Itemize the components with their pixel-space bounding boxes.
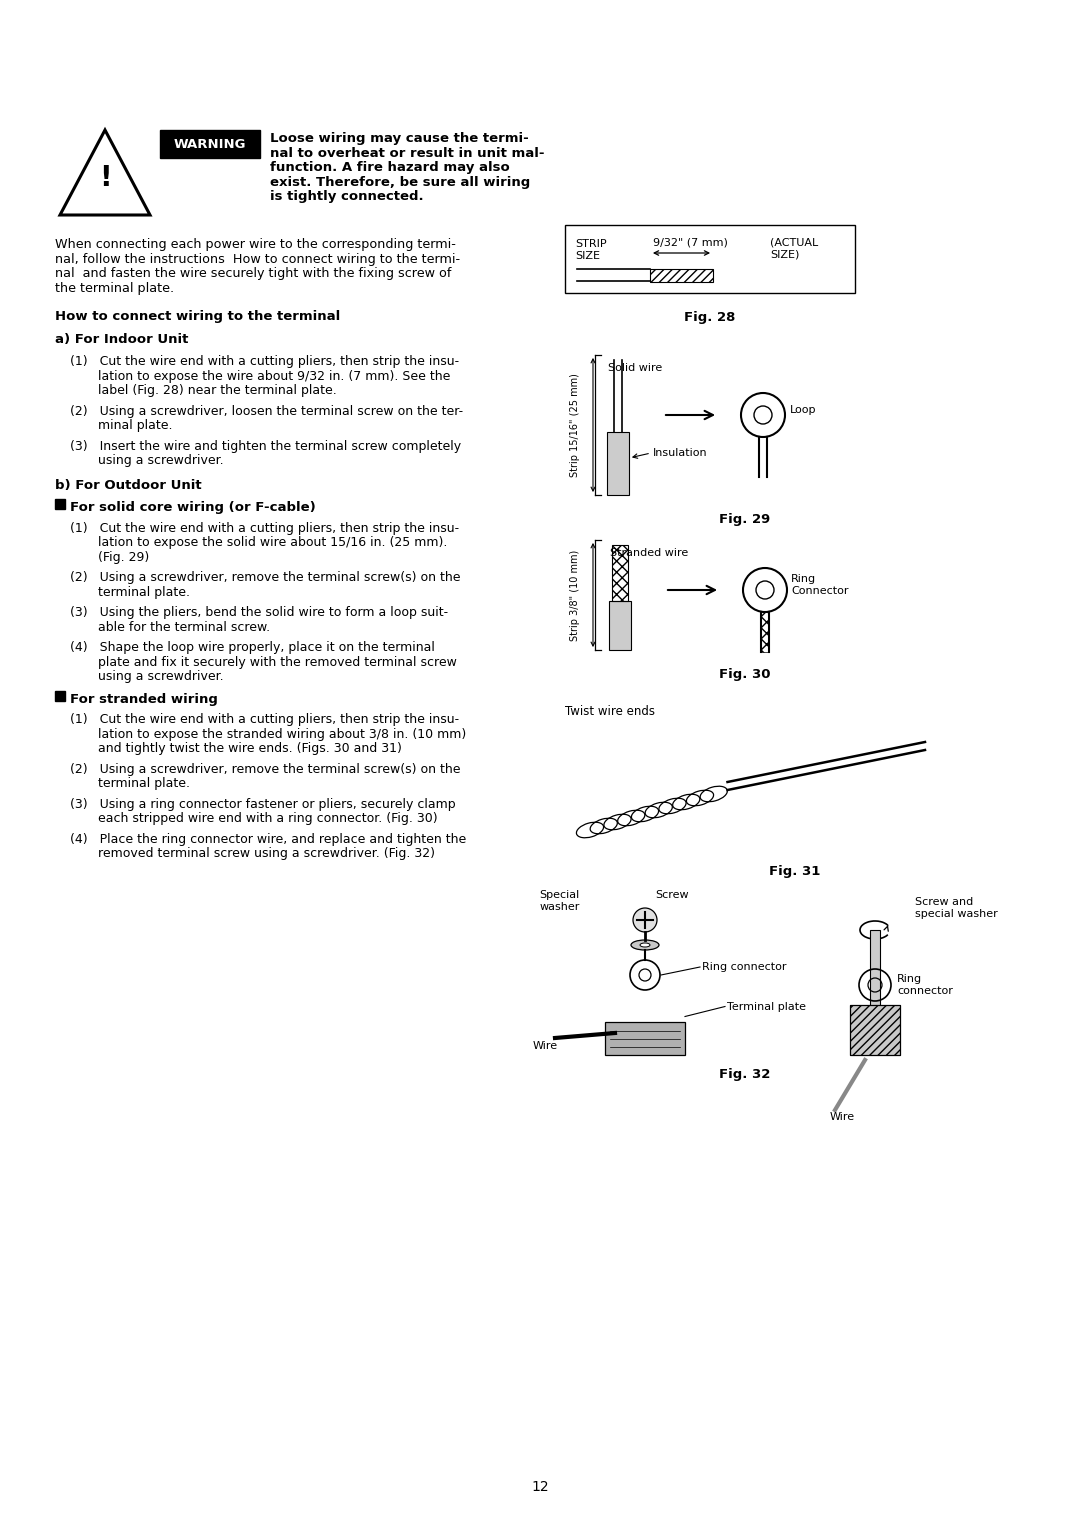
Text: Wire: Wire (532, 1041, 557, 1051)
Text: minal plate.: minal plate. (70, 419, 173, 432)
Text: (3)   Using a ring connector fastener or pliers, securely clamp: (3) Using a ring connector fastener or p… (70, 798, 456, 810)
Text: (2)   Using a screwdriver, loosen the terminal screw on the ter-: (2) Using a screwdriver, loosen the term… (70, 405, 463, 417)
Text: is tightly connected.: is tightly connected. (270, 189, 423, 203)
Text: (2)   Using a screwdriver, remove the terminal screw(s) on the: (2) Using a screwdriver, remove the term… (70, 762, 460, 776)
Text: lation to expose the wire about 9/32 in. (7 mm). See the: lation to expose the wire about 9/32 in.… (70, 370, 450, 382)
Text: lation to expose the stranded wiring about 3/8 in. (10 mm): lation to expose the stranded wiring abo… (70, 727, 467, 741)
Text: plate and fix it securely with the removed terminal screw: plate and fix it securely with the remov… (70, 656, 457, 669)
Text: Special: Special (540, 889, 580, 900)
Bar (160, 130, 260, 157)
Text: (4)   Place the ring connector wire, and replace and tighten the: (4) Place the ring connector wire, and r… (70, 833, 467, 845)
Text: special washer: special washer (915, 909, 998, 918)
Text: Fig. 32: Fig. 32 (719, 1068, 771, 1080)
Text: 9/32" (7 mm): 9/32" (7 mm) (653, 237, 728, 248)
Text: (1)   Cut the wire end with a cutting pliers, then strip the insu-: (1) Cut the wire end with a cutting plie… (70, 521, 459, 535)
Text: Wire: Wire (831, 1112, 855, 1122)
Text: (1)   Cut the wire end with a cutting pliers, then strip the insu-: (1) Cut the wire end with a cutting plie… (70, 714, 459, 726)
Text: each stripped wire end with a ring connector. (Fig. 30): each stripped wire end with a ring conne… (70, 811, 437, 825)
Bar (565, 225, 855, 293)
Text: Strip 15/16" (25 mm): Strip 15/16" (25 mm) (570, 373, 580, 477)
Text: (2)   Using a screwdriver, remove the terminal screw(s) on the: (2) Using a screwdriver, remove the term… (70, 571, 460, 584)
Text: nal  and fasten the wire securely tight with the fixing screw of: nal and fasten the wire securely tight w… (55, 267, 451, 280)
Text: Fig. 31: Fig. 31 (769, 865, 821, 879)
Text: Ring connector: Ring connector (702, 963, 786, 972)
Text: SIZE: SIZE (575, 251, 600, 261)
Text: (Fig. 29): (Fig. 29) (70, 550, 149, 564)
Text: 12: 12 (531, 1481, 549, 1494)
Text: lation to expose the solid wire about 15/16 in. (25 mm).: lation to expose the solid wire about 15… (70, 536, 447, 549)
Text: STRIP: STRIP (575, 238, 607, 249)
Text: Ring
Connector: Ring Connector (791, 575, 849, 596)
Text: terminal plate.: terminal plate. (70, 778, 190, 790)
Text: Ring
connector: Ring connector (897, 975, 953, 996)
Text: Fig. 30: Fig. 30 (719, 668, 771, 681)
Text: Insulation: Insulation (653, 448, 707, 458)
Ellipse shape (640, 943, 650, 947)
Text: For solid core wiring (or F-cable): For solid core wiring (or F-cable) (70, 501, 315, 513)
Bar (55, 691, 65, 700)
Text: label (Fig. 28) near the terminal plate.: label (Fig. 28) near the terminal plate. (70, 384, 337, 397)
Text: (3)   Using the pliers, bend the solid wire to form a loop suit-: (3) Using the pliers, bend the solid wir… (70, 607, 448, 619)
Text: For stranded wiring: For stranded wiring (70, 692, 218, 706)
Text: Terminal plate: Terminal plate (727, 1001, 806, 1012)
Text: Fig. 28: Fig. 28 (685, 312, 735, 324)
Text: WARNING: WARNING (174, 138, 246, 150)
Text: the terminal plate.: the terminal plate. (55, 281, 174, 295)
Text: Strip 3/8" (10 mm): Strip 3/8" (10 mm) (570, 550, 580, 640)
Bar (609, 601, 631, 649)
Text: Fig. 29: Fig. 29 (719, 513, 771, 526)
Text: exist. Therefore, be sure all wiring: exist. Therefore, be sure all wiring (270, 176, 530, 188)
Bar (605, 1022, 685, 1054)
Text: Solid wire: Solid wire (608, 364, 662, 373)
Bar (607, 432, 629, 495)
Text: b) For Outdoor Unit: b) For Outdoor Unit (55, 478, 202, 492)
Ellipse shape (631, 940, 659, 950)
Text: using a screwdriver.: using a screwdriver. (70, 454, 224, 468)
Text: (ACTUAL: (ACTUAL (770, 237, 819, 248)
Text: Twist wire ends: Twist wire ends (565, 704, 654, 718)
Text: a) For Indoor Unit: a) For Indoor Unit (55, 333, 188, 345)
Text: !: ! (98, 163, 111, 191)
Text: (4)   Shape the loop wire properly, place it on the terminal: (4) Shape the loop wire properly, place … (70, 642, 435, 654)
Text: Stranded wire: Stranded wire (610, 549, 688, 558)
Text: Loop: Loop (789, 405, 816, 416)
Text: able for the terminal screw.: able for the terminal screw. (70, 620, 270, 634)
Text: using a screwdriver.: using a screwdriver. (70, 669, 224, 683)
Bar (850, 1005, 900, 1054)
Text: How to connect wiring to the terminal: How to connect wiring to the terminal (55, 310, 340, 322)
Text: nal to overheat or result in unit mal-: nal to overheat or result in unit mal- (270, 147, 544, 159)
Text: Loose wiring may cause the termi-: Loose wiring may cause the termi- (270, 131, 529, 145)
Bar (55, 500, 65, 509)
Text: removed terminal screw using a screwdriver. (Fig. 32): removed terminal screw using a screwdriv… (70, 847, 435, 860)
Text: (1)   Cut the wire end with a cutting pliers, then strip the insu-: (1) Cut the wire end with a cutting plie… (70, 354, 459, 368)
Text: When connecting each power wire to the corresponding termi-: When connecting each power wire to the c… (55, 238, 456, 251)
Text: function. A fire hazard may also: function. A fire hazard may also (270, 160, 510, 174)
Bar (870, 931, 880, 1010)
Bar (650, 269, 713, 281)
Text: SIZE): SIZE) (770, 249, 799, 260)
Bar (850, 1005, 900, 1054)
Text: (3)   Insert the wire and tighten the terminal screw completely: (3) Insert the wire and tighten the term… (70, 440, 461, 452)
Text: washer: washer (540, 902, 580, 912)
Circle shape (633, 908, 657, 932)
Bar (761, 613, 769, 652)
Text: nal, follow the instructions  How to connect wiring to the termi-: nal, follow the instructions How to conn… (55, 252, 460, 266)
Text: Screw: Screw (654, 889, 689, 900)
Text: Screw and: Screw and (915, 897, 973, 908)
Text: terminal plate.: terminal plate. (70, 585, 190, 599)
Text: and tightly twist the wire ends. (Figs. 30 and 31): and tightly twist the wire ends. (Figs. … (70, 743, 402, 755)
Bar (612, 545, 627, 601)
